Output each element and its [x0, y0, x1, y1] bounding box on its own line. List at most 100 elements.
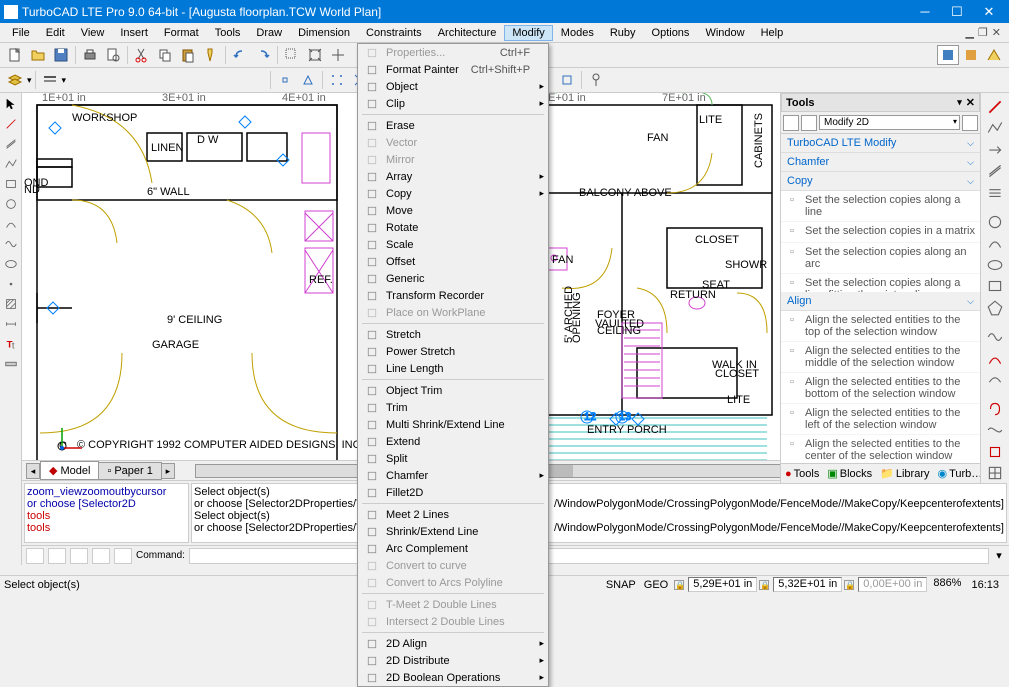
align-tool-item[interactable]: ▫Align the selected entities to the bott…: [781, 373, 980, 404]
align-tool-item[interactable]: ▫Align the selected entities to the left…: [781, 404, 980, 435]
arc-tool[interactable]: [2, 215, 20, 233]
menu-item-clip[interactable]: Clip: [358, 95, 548, 112]
menu-options[interactable]: Options: [644, 25, 698, 41]
tools-category-select[interactable]: Modify 2D: [819, 115, 960, 130]
dimension-tool[interactable]: [2, 315, 20, 333]
snap-endpoint-button[interactable]: [274, 70, 296, 90]
align-tool-item[interactable]: ▫Align the selected entities to the cent…: [781, 435, 980, 463]
tool-icon-1[interactable]: [783, 115, 799, 131]
rectangle-tool[interactable]: [2, 175, 20, 193]
tab-paper-1[interactable]: ▫Paper 1: [98, 462, 161, 480]
menu-architecture[interactable]: Architecture: [430, 25, 505, 41]
menu-item-2d-distribute[interactable]: 2D Distribute: [358, 652, 548, 669]
tab-scroll-right[interactable]: ▸: [161, 463, 175, 479]
cmd-btn-2[interactable]: [48, 548, 66, 564]
status-snap[interactable]: SNAP: [602, 579, 640, 591]
select-tool[interactable]: [2, 95, 20, 113]
redo-button[interactable]: [252, 45, 274, 65]
cmd-btn-4[interactable]: [92, 548, 110, 564]
rt-revision-tool[interactable]: [984, 399, 1006, 419]
cut-button[interactable]: [131, 45, 153, 65]
status-geo[interactable]: GEO: [640, 579, 672, 591]
menu-tools[interactable]: Tools: [207, 25, 249, 41]
status-lock-icon[interactable]: 🔒: [674, 580, 684, 590]
menu-item-trim[interactable]: Trim: [358, 399, 548, 416]
styles-button[interactable]: [39, 70, 61, 90]
snap-settings-button[interactable]: [585, 70, 607, 90]
menu-ruby[interactable]: Ruby: [602, 25, 644, 41]
menu-edit[interactable]: Edit: [38, 25, 73, 41]
menu-draw[interactable]: Draw: [248, 25, 290, 41]
menu-item-object[interactable]: Object: [358, 78, 548, 95]
menu-modify[interactable]: Modify: [504, 25, 552, 41]
panel-menu-icon[interactable]: ▾: [957, 97, 962, 108]
menu-item-stretch[interactable]: Stretch: [358, 326, 548, 343]
pan-button[interactable]: [327, 45, 349, 65]
cmd-btn-5[interactable]: [114, 548, 132, 564]
line-tool[interactable]: [2, 115, 20, 133]
rt-polyline-tool[interactable]: [984, 119, 1006, 139]
align-tool-item[interactable]: ▫Align the selected entities to the top …: [781, 311, 980, 342]
snap-midpoint-button[interactable]: [297, 70, 319, 90]
copy-tool-item[interactable]: ▫Set the selection copies along a line, …: [781, 274, 980, 292]
rt-ellipse-tool[interactable]: [984, 255, 1006, 275]
copy-button[interactable]: [154, 45, 176, 65]
menu-item-copy[interactable]: Copy: [358, 185, 548, 202]
menu-item-2d-align[interactable]: 2D Align: [358, 635, 548, 652]
rt-doubleline-tool[interactable]: [984, 162, 1006, 182]
copy-tool-item[interactable]: ▫Set the selection copies in a matrix: [781, 222, 980, 243]
align-tool-item[interactable]: ▫Align the selected entities to the midd…: [781, 342, 980, 373]
double-line-tool[interactable]: [2, 135, 20, 153]
menu-item-line-length[interactable]: Line Length: [358, 360, 548, 377]
menu-item-transform-recorder[interactable]: Transform Recorder: [358, 287, 548, 304]
menu-item-2d-boolean-operations[interactable]: 2D Boolean Operations: [358, 669, 548, 686]
mdi-restore-icon[interactable]: ❐: [978, 26, 988, 39]
text-tool[interactable]: Tt: [2, 335, 20, 353]
bottab-blocks[interactable]: ▣Blocks: [823, 465, 876, 482]
rt-arrow-tool[interactable]: [984, 140, 1006, 160]
tool-icon-2[interactable]: [801, 115, 817, 131]
menu-insert[interactable]: Insert: [112, 25, 156, 41]
rt-grid-tool[interactable]: [984, 463, 1006, 483]
menu-item-multi-shrink-extend-line[interactable]: Multi Shrink/Extend Line: [358, 416, 548, 433]
rt-spline-tool[interactable]: [984, 327, 1006, 347]
section-copy[interactable]: Copy⌵: [781, 172, 980, 191]
menu-item-chamfer[interactable]: Chamfer: [358, 467, 548, 484]
rt-circle-tool[interactable]: [984, 212, 1006, 232]
bottab-library[interactable]: 📁Library: [876, 465, 933, 482]
command-input[interactable]: [189, 548, 989, 564]
menu-item-shrink-extend-line[interactable]: Shrink/Extend Line: [358, 523, 548, 540]
menu-item-format-painter[interactable]: Format PainterCtrl+Shift+P: [358, 61, 548, 78]
menu-item-scale[interactable]: Scale: [358, 236, 548, 253]
cmd-btn-1[interactable]: [26, 548, 44, 564]
arch-tool-2[interactable]: [960, 45, 982, 65]
rt-curve-tool[interactable]: [984, 420, 1006, 440]
menu-view[interactable]: View: [73, 25, 113, 41]
menu-dimension[interactable]: Dimension: [290, 25, 358, 41]
tab-scroll-left[interactable]: ◂: [26, 463, 40, 479]
section-align[interactable]: Align⌵: [781, 292, 980, 311]
mdi-close-icon[interactable]: ✕: [992, 26, 1001, 39]
menu-format[interactable]: Format: [156, 25, 207, 41]
bottab-turb[interactable]: ◉Turb…: [933, 465, 980, 482]
section-chamfer[interactable]: Chamfer⌵: [781, 153, 980, 172]
zoom-window-button[interactable]: [281, 45, 303, 65]
tab-model[interactable]: ◆Model: [40, 461, 99, 480]
menu-item-rotate[interactable]: Rotate: [358, 219, 548, 236]
command-history-right[interactable]: Select object(s) or choose [Selector2DPr…: [191, 483, 1007, 543]
tool-icon-3[interactable]: [962, 115, 978, 131]
undo-button[interactable]: [229, 45, 251, 65]
menu-item-generic[interactable]: Generic: [358, 270, 548, 287]
arch-tool-1[interactable]: [937, 45, 959, 65]
polyline-tool[interactable]: [2, 155, 20, 173]
zoom-extents-button[interactable]: [304, 45, 326, 65]
save-button[interactable]: [50, 45, 72, 65]
menu-item-arc-complement[interactable]: Arc Complement: [358, 540, 548, 557]
copy-tool-item[interactable]: ▫Set the selection copies along a line: [781, 191, 980, 222]
ellipse-tool[interactable]: [2, 255, 20, 273]
panel-close-icon[interactable]: ✕: [966, 96, 975, 109]
bottab-tools[interactable]: ●Tools: [781, 466, 823, 482]
new-file-button[interactable]: [4, 45, 26, 65]
menu-modes[interactable]: Modes: [553, 25, 602, 41]
format-painter-button[interactable]: [200, 45, 222, 65]
